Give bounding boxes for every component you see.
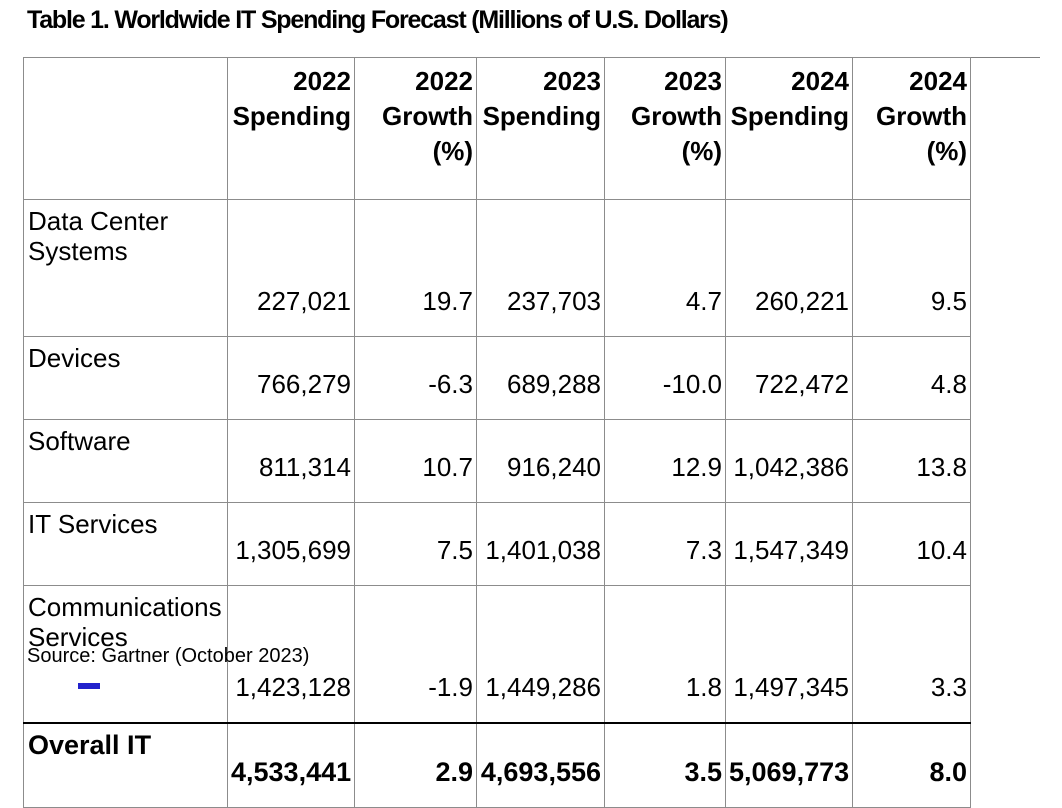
value-cell: 260,221 [725,199,853,337]
source-attribution: Source: Gartner (October 2023) [27,645,310,667]
value-cell: 7.5 [354,502,477,586]
value-cell: 227,021 [227,199,355,337]
truncated-link-bar[interactable] [78,683,100,689]
value-cell: 4,693,556 [476,722,605,808]
value-cell: 1,042,386 [725,419,853,503]
value-cell: 689,288 [476,336,605,420]
value-cell: 1,305,699 [227,502,355,586]
value-cell: 9.5 [852,199,971,337]
it-spending-forecast-table: 2022 Spending 2022 Growth (%) 2023 Spend… [23,57,971,808]
col-header-2022-growth: 2022 Growth (%) [354,57,477,200]
row-label: Data Center Systems [23,199,228,337]
value-cell: 10.4 [852,502,971,586]
value-cell: 1,401,038 [476,502,605,586]
value-cell: -6.3 [354,336,477,420]
row-it-services: IT Services 1,305,699 7.5 1,401,038 7.3 … [23,502,971,586]
value-cell: 1,497,345 [725,585,853,724]
value-cell: 3.3 [852,585,971,724]
value-cell: 4.8 [852,336,971,420]
col-header-2022-spending: 2022 Spending [227,57,355,200]
value-cell: 3.5 [604,722,726,808]
value-cell: -1.9 [354,585,477,724]
value-cell: 1,547,349 [725,502,853,586]
row-label: Devices [23,336,228,420]
row-label: IT Services [23,502,228,586]
value-cell: 12.9 [604,419,726,503]
value-cell: 1.8 [604,585,726,724]
col-header-2024-growth: 2024 Growth (%) [852,57,971,200]
page-title: Table 1. Worldwide IT Spending Forecast … [27,6,729,34]
value-cell: 4,533,441 [227,722,355,808]
value-cell: 19.7 [354,199,477,337]
value-cell: 722,472 [725,336,853,420]
header-row: 2022 Spending 2022 Growth (%) 2023 Spend… [23,57,971,200]
row-label: Overall IT [23,722,228,808]
value-cell: 811,314 [227,419,355,503]
row-software: Software 811,314 10.7 916,240 12.9 1,042… [23,419,971,503]
value-cell: 7.3 [604,502,726,586]
value-cell: 2.9 [354,722,477,808]
value-cell: 766,279 [227,336,355,420]
row-label: Software [23,419,228,503]
value-cell: 237,703 [476,199,605,337]
value-cell: 4.7 [604,199,726,337]
value-cell: 916,240 [476,419,605,503]
row-data-center-systems: Data Center Systems 227,021 19.7 237,703… [23,199,971,337]
row-overall-it: Overall IT 4,533,441 2.9 4,693,556 3.5 5… [23,722,971,808]
value-cell: 10.7 [354,419,477,503]
col-header-2023-growth: 2023 Growth (%) [604,57,726,200]
value-cell: -10.0 [604,336,726,420]
value-cell: 13.8 [852,419,971,503]
value-cell: 5,069,773 [725,722,853,808]
value-cell: 1,449,286 [476,585,605,724]
value-cell: 8.0 [852,722,971,808]
col-header-blank [23,57,228,200]
col-header-2024-spending: 2024 Spending [725,57,853,200]
col-header-2023-spending: 2023 Spending [476,57,605,200]
row-devices: Devices 766,279 -6.3 689,288 -10.0 722,4… [23,336,971,420]
